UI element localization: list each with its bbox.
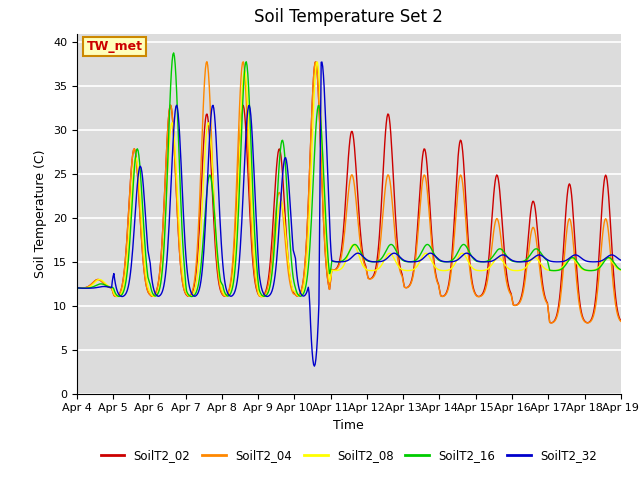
X-axis label: Time: Time (333, 419, 364, 432)
Title: Soil Temperature Set 2: Soil Temperature Set 2 (254, 9, 444, 26)
Text: TW_met: TW_met (86, 40, 143, 53)
Legend: SoilT2_02, SoilT2_04, SoilT2_08, SoilT2_16, SoilT2_32: SoilT2_02, SoilT2_04, SoilT2_08, SoilT2_… (96, 444, 602, 467)
Y-axis label: Soil Temperature (C): Soil Temperature (C) (35, 149, 47, 278)
